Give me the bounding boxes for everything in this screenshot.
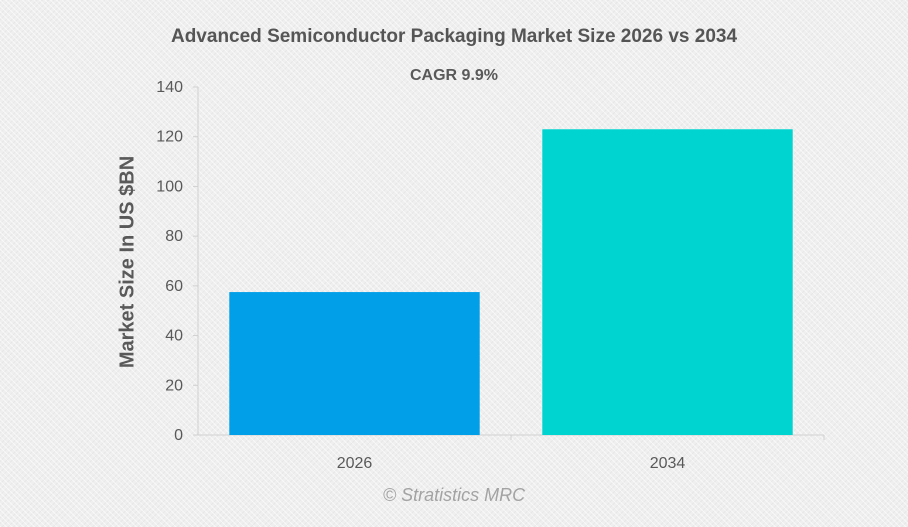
x-tick-label: 2026 [337, 455, 373, 472]
bar-2034 [542, 129, 793, 435]
chart-title: Advanced Semiconductor Packaging Market … [170, 26, 738, 47]
x-tick-label: 2034 [650, 455, 686, 472]
watermark: © Stratistics MRC [382, 485, 526, 505]
x-axis: 2026 2034 [337, 435, 825, 472]
y-tick-label: 0 [174, 427, 183, 444]
y-tick-label: 20 [165, 377, 183, 394]
y-tick-label: 80 [165, 228, 183, 245]
y-tick-label: 100 [156, 178, 183, 195]
bars-group [229, 129, 793, 435]
y-tick-label: 120 [156, 129, 183, 146]
y-tick-label: 40 [165, 328, 183, 345]
chart-subtitle: CAGR 9.9% [409, 67, 499, 84]
bar-2026 [229, 292, 480, 435]
y-tick-label: 140 [156, 79, 183, 96]
y-tick-label: 60 [165, 278, 183, 295]
y-axis: 0 20 40 60 80 100 120 140 [156, 79, 198, 444]
